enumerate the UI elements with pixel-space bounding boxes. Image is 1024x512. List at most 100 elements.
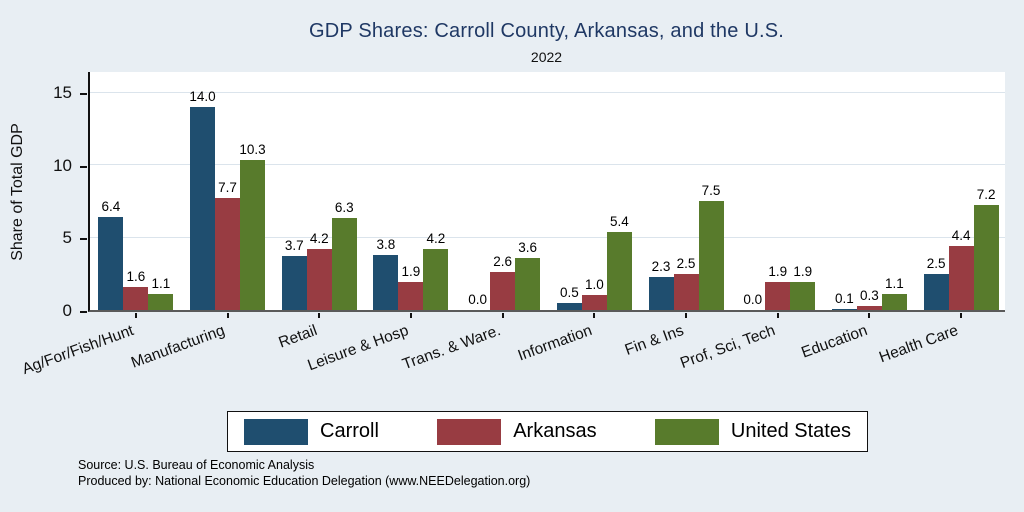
gridline-15 xyxy=(90,91,1005,93)
chart-title: GDP Shares: Carroll County, Arkansas, an… xyxy=(308,20,785,42)
bar xyxy=(606,231,632,310)
bar xyxy=(765,282,791,310)
x-axis-label: Manufacturing xyxy=(129,322,228,372)
bar xyxy=(215,198,241,310)
bar-value-label: 1.9 xyxy=(768,264,788,280)
legend-item-carroll: Carroll xyxy=(244,418,379,445)
bar-value-label: 1.1 xyxy=(151,276,171,292)
bar-value-label: 1.9 xyxy=(401,264,421,280)
bar xyxy=(673,273,699,310)
bar-value-label: 1.1 xyxy=(885,276,904,292)
arkansas-swatch xyxy=(437,418,502,445)
x-tick-mark xyxy=(318,313,321,318)
bar-value-label: 6.3 xyxy=(334,200,354,216)
bar-value-label: 5.4 xyxy=(609,213,629,229)
bar-value-label: 3.7 xyxy=(284,238,304,254)
x-tick-mark xyxy=(593,313,596,318)
x-tick-mark xyxy=(868,313,871,318)
legend-item-united-states: United States xyxy=(654,418,851,445)
bar xyxy=(148,294,174,310)
produced-by-note: Produced by: National Economic Education… xyxy=(78,474,531,488)
y-tick-label-10: 10 xyxy=(53,155,72,175)
y-tick-mark-5 xyxy=(80,238,87,241)
bar xyxy=(190,106,216,310)
x-axis-label: Prof, Sci, Tech xyxy=(678,322,778,373)
bar xyxy=(515,257,541,310)
bar-value-label: 4.2 xyxy=(426,230,446,246)
bar-value-label: 0.0 xyxy=(468,292,488,307)
x-axis-labels: Ag/For/Fish/Hunt Manufacturing Retail Leisu… xyxy=(20,318,1005,400)
bar xyxy=(556,302,582,310)
legend-item-arkansas: Arkansas xyxy=(437,418,597,445)
y-tick-mark-10 xyxy=(80,165,87,168)
bar xyxy=(581,295,607,310)
bar-value-label: 0.5 xyxy=(559,284,579,300)
footnotes: Source: U.S. Bureau of Economic Analysis… xyxy=(78,457,530,489)
bar-value-label: 7.5 xyxy=(701,183,721,198)
source-note: Source: U.S. Bureau of Economic Analysis xyxy=(78,458,315,472)
y-tick-mark-15 xyxy=(80,93,87,95)
y-tick-label-0: 0 xyxy=(62,301,72,320)
carroll-swatch xyxy=(244,418,308,445)
bar xyxy=(490,272,516,310)
bar xyxy=(698,201,724,310)
bar xyxy=(831,308,857,310)
gridline-10 xyxy=(90,164,1005,166)
bar xyxy=(948,246,974,310)
x-axis-label: Ag/For/Fish/Hunt xyxy=(19,322,136,379)
x-axis-label: Information xyxy=(515,322,595,365)
united-states-swatch xyxy=(654,418,719,445)
x-tick-mark xyxy=(501,313,504,318)
legend-label-arkansas: Arkansas xyxy=(513,420,597,442)
x-axis-label: Retail xyxy=(276,322,320,352)
bar-value-label: 0.1 xyxy=(835,290,854,306)
y-axis-ticks: 0 5 10 15 xyxy=(0,72,88,320)
bar-value-label: 10.3 xyxy=(239,142,266,158)
bar-value-label: 1.0 xyxy=(584,277,604,293)
x-tick-mark xyxy=(134,313,137,318)
y-tick-label-15: 15 xyxy=(53,83,72,102)
bar-value-label: 0.0 xyxy=(743,292,763,307)
bar-value-label: 1.9 xyxy=(793,264,813,280)
y-tick-mark-0 xyxy=(80,311,87,313)
bar-value-label: 2.5 xyxy=(926,255,946,271)
bar-value-label: 1.6 xyxy=(126,268,146,284)
legend-label-united-states: United States xyxy=(730,420,851,442)
bar-value-label: 0.3 xyxy=(860,287,879,303)
bar-value-label: 7.7 xyxy=(218,180,237,196)
bar-value-label: 2.5 xyxy=(676,255,696,271)
bar xyxy=(423,248,449,310)
x-axis-label: Leisure & Hosp xyxy=(305,322,411,375)
bar xyxy=(306,248,332,310)
bar-value-label: 14.0 xyxy=(189,88,216,104)
bar xyxy=(373,254,399,310)
legend-label-carroll: Carroll xyxy=(320,420,379,442)
bar xyxy=(398,282,424,310)
x-tick-mark xyxy=(960,313,963,318)
bar-value-label: 3.8 xyxy=(376,236,396,252)
bar-value-label: 6.4 xyxy=(101,199,121,214)
bar xyxy=(648,276,674,310)
bar-value-label: 4.2 xyxy=(309,230,329,246)
legend: Carroll Arkansas United States xyxy=(227,411,868,452)
x-axis-label: Fin & Ins xyxy=(622,322,686,359)
bar xyxy=(856,305,882,310)
gridline-5 xyxy=(90,236,1005,238)
bar xyxy=(331,218,357,310)
x-tick-mark xyxy=(776,313,779,318)
x-tick-mark xyxy=(226,313,229,318)
bar-value-label: 4.4 xyxy=(951,228,971,244)
bar xyxy=(973,205,999,310)
bar xyxy=(790,282,816,310)
bar xyxy=(881,294,907,310)
chart-subtitle: 2022 xyxy=(530,49,563,65)
bar xyxy=(240,160,266,310)
bar-value-label: 7.2 xyxy=(976,187,996,203)
bar-value-label: 3.6 xyxy=(518,239,538,255)
bar xyxy=(123,286,149,310)
bar xyxy=(281,256,307,310)
x-axis-label: Trans. & Ware. xyxy=(399,322,503,374)
y-tick-label-5: 5 xyxy=(62,228,72,248)
bar-value-label: 2.3 xyxy=(651,258,671,274)
